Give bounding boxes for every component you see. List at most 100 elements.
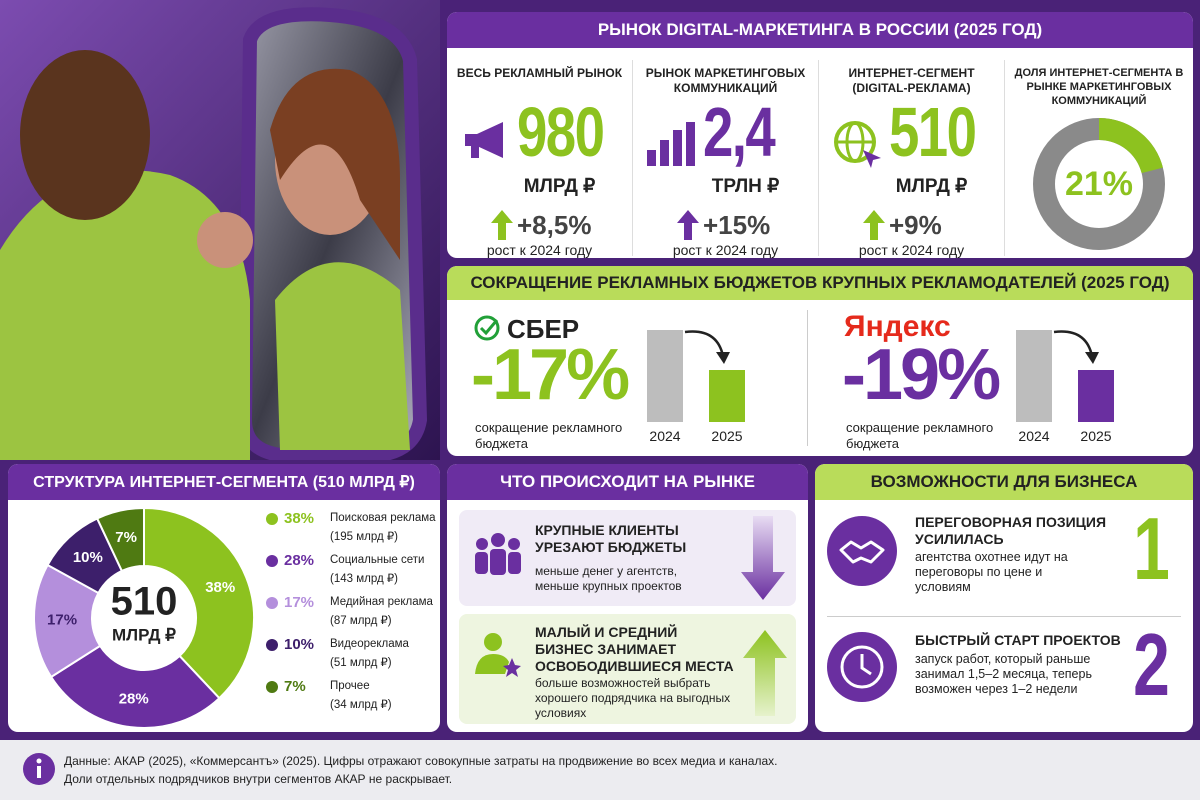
legend-item: 10% Видеореклама (51 млрд ₽) <box>266 636 436 676</box>
stat-growth: +8,5% <box>517 210 592 240</box>
opportunity-title: БЫСТРЫЙ СТАРТ ПРОЕКТОВ <box>915 632 1121 648</box>
up-arrow <box>743 630 787 716</box>
footer-line: Данные: АКАР (2025), «Коммерсантъ» (2025… <box>64 754 778 768</box>
bars-icon <box>647 122 695 166</box>
panel-title: СТРУКТУРА ИНТЕРНЕТ-СЕГМЕНТА (510 МЛРД ₽) <box>8 464 440 500</box>
stat-label: РЫНОК МАРКЕТИНГОВЫХ КОММУНИКАЦИЙ <box>645 66 806 95</box>
down-arrow <box>1053 330 1099 364</box>
event-title: МАЛЫЙ И СРЕДНИЙ БИЗНЕС ЗАНИМАЕТ ОСВОБОДИ… <box>535 624 734 674</box>
legend-value: 28% <box>284 552 315 569</box>
segment-label: 28% <box>119 690 149 707</box>
legend-amount: (51 млрд ₽) <box>330 657 392 669</box>
stat-label: ВЕСЬ РЕКЛАМНЫЙ РЫНОК <box>456 66 623 80</box>
legend-item: 28% Социальные сети (143 млрд ₽) <box>266 552 436 592</box>
stat-unit: МЛРД ₽ <box>523 176 596 197</box>
company-block: СБЕР -17% сокращение рекламного бюджета … <box>447 300 820 456</box>
segment-label: 10% <box>73 549 103 566</box>
person-star-icon <box>475 633 521 677</box>
donut-total: 510 <box>111 580 178 624</box>
budget-caption: сокращение рекламного бюджета <box>846 420 994 451</box>
stat-value: 980 <box>517 93 605 171</box>
legend-amount: (87 млрд ₽) <box>330 615 392 627</box>
year-label: 2024 <box>649 428 681 444</box>
up-arrow <box>863 210 885 240</box>
stat-card: ВЕСЬ РЕКЛАМНЫЙ РЫНОК 980 МЛРД ₽ +8,5% ро… <box>447 60 633 258</box>
legend-amount: (34 млрд ₽) <box>330 699 392 711</box>
year-label: 2024 <box>1018 428 1050 444</box>
opportunity-item: ПЕРЕГОВОРНАЯ ПОЗИЦИЯ УСИЛИЛАСЬ агентства… <box>815 499 1193 614</box>
bar-2024 <box>1016 330 1052 422</box>
event-title: КРУПНЫЕ КЛИЕНТЫ УРЕЗАЮТ БЮДЖЕТЫ <box>535 522 687 555</box>
share-arc <box>1099 118 1163 174</box>
company-name: Яндекс <box>844 310 951 343</box>
structure-donut: 510 МЛРД ₽ 38% 28% 17% 10% 7% <box>33 506 255 729</box>
year-label: 2025 <box>711 428 743 444</box>
footer-text: Данные: АКАР (2025), «Коммерсантъ» (2025… <box>64 752 777 788</box>
budget-change: -19% <box>842 335 1001 415</box>
event-item: КРУПНЫЕ КЛИЕНТЫ УРЕЗАЮТ БЮДЖЕТЫ меньше д… <box>459 510 796 606</box>
share-card: ДОЛЯ ИНТЕРНЕТ-СЕГМЕНТА В РЫНКЕ МАРКЕТИНГ… <box>1005 60 1193 256</box>
stat-value: 2,4 <box>703 93 776 171</box>
share-value: 21% <box>1065 165 1133 203</box>
legend-name: Видеореклама <box>330 638 409 650</box>
budgets-panel: СОКРАЩЕНИЕ РЕКЛАМНЫХ БЮДЖЕТОВ КРУПНЫХ РЕ… <box>447 266 1193 456</box>
segment-label: 17% <box>47 612 77 629</box>
stat-unit: ТРЛН ₽ <box>711 176 780 197</box>
legend-name: Прочее <box>330 680 370 692</box>
sber-logo <box>474 315 500 341</box>
opportunity-text: агентства охотнее идут на переговоры по … <box>915 550 1068 594</box>
panel-title: ЧТО ПРОИСХОДИТ НА РЫНКЕ <box>447 464 808 500</box>
legend-item: 38% Поисковая реклама (195 млрд ₽) <box>266 510 436 550</box>
donut-segment <box>95 506 145 573</box>
opportunity-title: ПЕРЕГОВОРНАЯ ПОЗИЦИЯ УСИЛИЛАСЬ <box>915 514 1107 547</box>
stat-note: рост к 2024 году <box>486 242 593 258</box>
company-name: СБЕР <box>507 314 580 344</box>
legend-value: 10% <box>284 636 315 653</box>
panel-title: СОКРАЩЕНИЕ РЕКЛАМНЫХ БЮДЖЕТОВ КРУПНЫХ РЕ… <box>447 266 1193 300</box>
legend-value: 17% <box>284 594 315 611</box>
share-label: ДОЛЯ ИНТЕРНЕТ-СЕГМЕНТА В РЫНКЕ МАРКЕТИНГ… <box>1014 67 1184 107</box>
divider <box>827 616 1181 617</box>
legend-swatch <box>266 681 278 693</box>
segment-label: 38% <box>205 579 235 596</box>
stat-note: рост к 2024 году <box>672 242 779 258</box>
event-text: меньше денег у агентств, меньше крупных … <box>535 564 682 593</box>
divider <box>807 310 808 446</box>
legend-swatch <box>266 555 278 567</box>
legend-amount: (143 млрд ₽) <box>330 573 399 585</box>
opportunities-panel: ВОЗМОЖНОСТИ ДЛЯ БИЗНЕСА ПЕРЕГОВОРНАЯ ПОЗ… <box>815 464 1193 732</box>
structure-panel: СТРУКТУРА ИНТЕРНЕТ-СЕГМЕНТА (510 МЛРД ₽)… <box>8 464 440 732</box>
legend-swatch <box>266 639 278 651</box>
handshake-icon <box>827 516 897 586</box>
opportunity-number: 2 <box>1133 615 1170 714</box>
down-arrow <box>741 516 785 600</box>
stat-label: ИНТЕРНЕТ-СЕГМЕНТ (DIGITAL-РЕКЛАМА) <box>848 66 975 95</box>
footer-line: Доли отдельных подрядчиков внутри сегмен… <box>64 772 453 786</box>
stat-growth: +15% <box>703 210 771 240</box>
clock-icon <box>827 632 897 702</box>
stat-unit: МЛРД ₽ <box>895 176 968 197</box>
panel-title: ВОЗМОЖНОСТИ ДЛЯ БИЗНЕСА <box>815 464 1193 500</box>
donut-segment <box>143 506 255 700</box>
bar-2025 <box>709 370 745 422</box>
legend-name: Поисковая реклама <box>330 512 436 524</box>
people-icon <box>475 533 521 575</box>
stat-growth: +9% <box>889 210 942 240</box>
events-panel: ЧТО ПРОИСХОДИТ НА РЫНКЕ КРУПНЫЕ КЛИЕНТЫ … <box>447 464 808 732</box>
info-icon <box>23 753 55 785</box>
bar-2025 <box>1078 370 1114 422</box>
up-arrow <box>491 210 513 240</box>
share-donut: 21% <box>1033 118 1165 250</box>
panel-title: РЫНОК DIGITAL-МАРКЕТИНГА В РОССИИ (2025 … <box>447 12 1193 48</box>
opportunity-text: запуск работ, который раньше занимал 1,5… <box>915 652 1092 696</box>
stat-note: рост к 2024 году <box>858 242 965 258</box>
legend-swatch <box>266 513 278 525</box>
stat-card: ИНТЕРНЕТ-СЕГМЕНТ (DIGITAL-РЕКЛАМА) 510 М… <box>819 60 1005 258</box>
legend-swatch <box>266 597 278 609</box>
legend-value: 7% <box>284 678 306 695</box>
photo <box>0 0 440 460</box>
down-arrow <box>684 330 730 364</box>
up-arrow <box>677 210 699 240</box>
donut-segment <box>49 644 221 729</box>
